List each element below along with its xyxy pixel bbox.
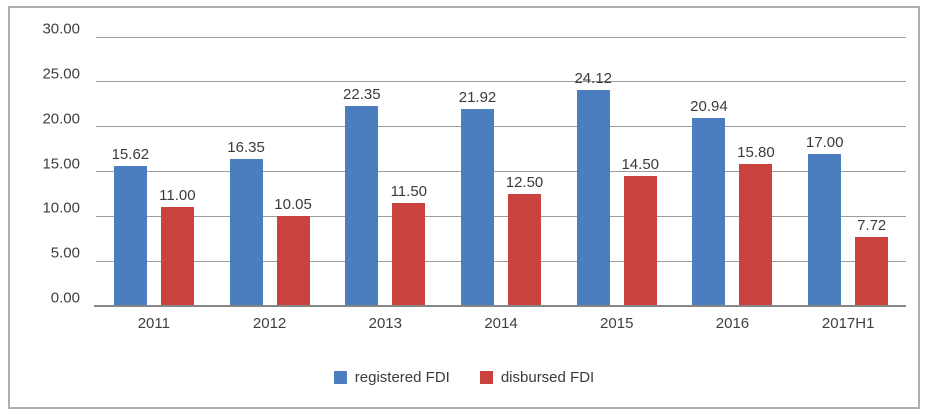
bar-value-label: 20.94 [690,98,728,116]
disbursed-fdi-bar: 11.50 [391,183,427,306]
bar-value-label: 15.62 [111,145,150,163]
bar-group-2015: 24.12 14.50 [559,37,675,306]
disbursed-fdi-bar: 12.50 [506,174,543,306]
y-tick-label: 25.00 [42,65,80,83]
bar-value-label: 16.35 [227,139,265,157]
disbursed-fdi-bar: 15.80 [737,144,775,306]
gridline [96,171,906,172]
bar-value-label: 10.05 [274,195,312,213]
y-tick-label: 15.00 [42,155,80,172]
x-axis-line [94,305,906,307]
gridline [96,260,906,262]
bar-value-label: 12.50 [505,173,544,191]
legend-swatch [479,370,493,384]
x-category-label: 2012 [252,315,287,332]
y-tick-label: 20.00 [42,110,80,128]
gridline [96,215,906,217]
registered-fdi-bar: 24.12 [574,70,612,306]
bar-value-label: 15.80 [737,144,775,162]
y-tick-label: 30.00 [42,20,80,38]
x-category-label: 2011 [137,315,170,332]
plot-area: 15.62 11.00 16.35 10.05 22.35 11.50 21.92 12.50… [94,36,906,307]
bar-group-2014: 21.92 12.50 [443,37,559,306]
y-tick-label: 0.00 [50,289,80,307]
bar-value-label: 22.35 [343,85,381,103]
y-tick-label: 10.00 [42,199,80,217]
bars-row: 15.62 11.00 16.35 10.05 22.35 11.50 21.92 12.50… [96,37,906,306]
gridline [96,36,906,38]
legend: registered FDI disbursed FDI [10,366,918,388]
bar-value-label: 7.72 [857,216,887,234]
bar-group-2016: 20.94 15.80 [675,37,791,306]
y-tick-label: 5.00 [50,244,80,262]
legend-label: disbursed FDI [500,368,595,386]
gridline [96,126,906,128]
bar-value-label: 21.92 [458,89,497,107]
x-axis: 2011 2012 2013 2014 2015 2016 2017H1 [96,315,906,337]
bar-group-2017H1: 17.00 7.72 [790,37,906,306]
gridline [96,81,906,83]
bar-value-label: 11.50 [390,182,428,200]
legend-swatch [333,370,347,384]
registered-fdi-bar: 22.35 [343,86,381,306]
bar-value-label: 11.00 [159,187,196,205]
bar-group-2013: 22.35 11.50 [327,37,443,306]
chart-frame: 0.00 5.00 10.00 15.00 20.00 25.00 30.00 15.62 1… [8,6,920,409]
x-category-label: 2014 [484,315,518,332]
bar-value-label: 14.50 [621,155,660,173]
registered-fdi-bar: 20.94 [690,98,728,306]
x-category-label: 2015 [600,315,634,332]
bar-group-2012: 16.35 10.05 [212,37,328,306]
disbursed-fdi-bar: 11.00 [159,187,196,306]
registered-fdi-bar: 21.92 [459,89,496,306]
registered-fdi-bar: 16.35 [227,139,265,306]
bar-value-label: 17.00 [805,133,844,151]
registered-fdi-bar: 17.00 [806,134,843,306]
disbursed-fdi-bar: 14.50 [621,156,659,306]
bar-group-2011: 15.62 11.00 [96,37,212,306]
registered-fdi-bar: 15.62 [112,146,149,306]
y-axis: 0.00 5.00 10.00 15.00 20.00 25.00 30.00 [18,21,80,307]
disbursed-fdi-bar: 7.72 [855,217,889,306]
x-category-label: 2013 [368,315,402,332]
x-category-label: 2017H1 [821,315,875,332]
x-category-label: 2016 [715,315,750,332]
bar-value-label: 24.12 [574,69,613,87]
legend-label: registered FDI [354,368,450,386]
legend-item-registered-fdi: registered FDI [333,368,450,386]
disbursed-fdi-bar: 10.05 [274,196,312,306]
legend-item-disbursed-fdi: disbursed FDI [479,368,595,386]
